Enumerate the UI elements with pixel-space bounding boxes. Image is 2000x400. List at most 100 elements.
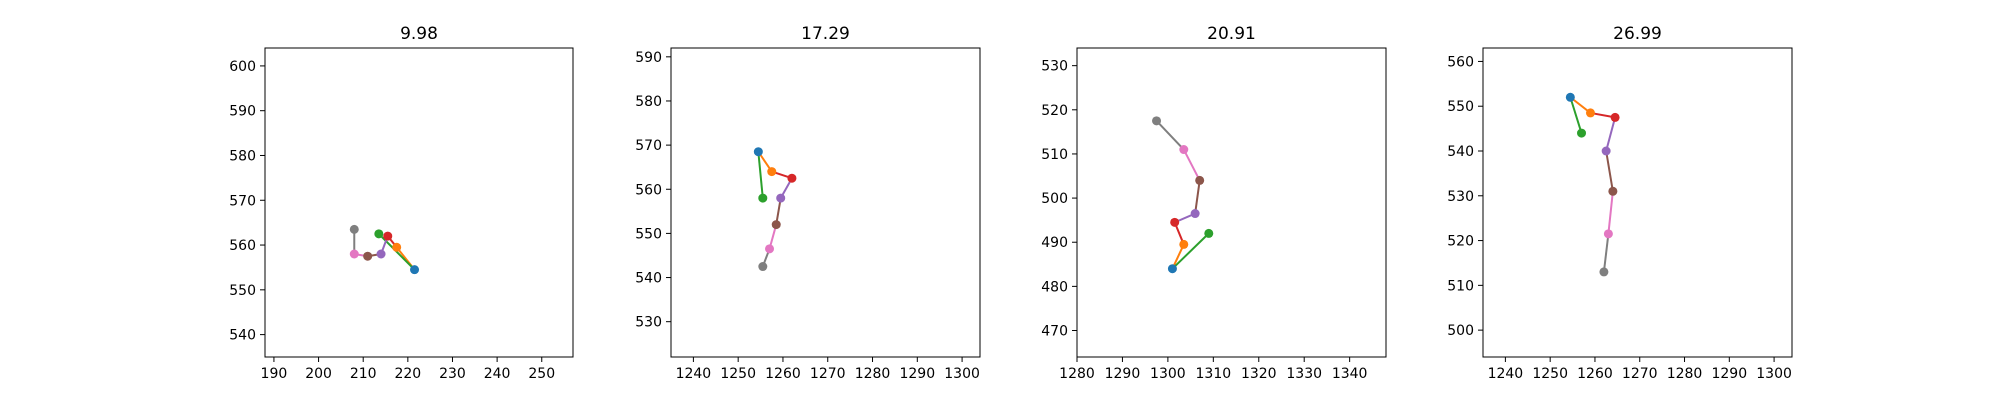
data-point [1577, 128, 1587, 138]
y-tick-label: 520 [1041, 103, 1068, 119]
data-point [363, 251, 373, 261]
y-tick-label: 580 [635, 94, 662, 110]
data-point [758, 193, 768, 203]
x-tick-label: 240 [484, 366, 511, 382]
data-point [349, 224, 359, 234]
x-tick-label: 1280 [1667, 366, 1703, 382]
x-tick-label: 1300 [1756, 366, 1792, 382]
data-point [1585, 108, 1595, 118]
data-point [1195, 175, 1205, 185]
y-tick-label: 550 [635, 226, 662, 242]
y-tick-label: 600 [229, 59, 256, 75]
y-tick-label: 560 [229, 238, 256, 254]
x-tick-label: 1330 [1286, 366, 1322, 382]
y-tick-label: 500 [1041, 191, 1068, 207]
y-tick-label: 570 [635, 138, 662, 154]
x-tick-label: 1250 [1532, 366, 1568, 382]
data-point [376, 249, 386, 259]
y-tick-label: 520 [1447, 234, 1474, 250]
y-tick-label: 530 [1447, 189, 1474, 205]
y-tick-label: 490 [1041, 235, 1068, 251]
data-point [1190, 209, 1200, 219]
data-point [767, 167, 777, 177]
data-point [1603, 229, 1613, 239]
x-tick-label: 1290 [899, 366, 935, 382]
y-tick-label: 540 [635, 271, 662, 287]
data-point [776, 193, 786, 203]
y-tick-label: 480 [1041, 279, 1068, 295]
chart-title: 9.98 [400, 24, 438, 44]
x-tick-label: 220 [394, 366, 421, 382]
skeleton-edge [1155, 120, 1185, 151]
skeleton-edge [1605, 150, 1614, 192]
y-tick-label: 550 [1447, 99, 1474, 115]
x-tick-label: 190 [261, 366, 288, 382]
chart-panel-3: 20.91 1280 1290 1300 1310 1320 1330 1340 470 480 4… [1041, 24, 1387, 382]
x-tick-label: 1240 [676, 366, 712, 382]
data-point [383, 231, 393, 241]
data-point [1601, 146, 1611, 156]
x-tick-label: 1270 [1622, 366, 1658, 382]
y-tick-label: 510 [1041, 147, 1068, 163]
data-point [1204, 228, 1214, 238]
x-tick-label: 1320 [1241, 366, 1277, 382]
data-point [392, 242, 402, 252]
data-point [1565, 92, 1575, 102]
y-tick-label: 540 [229, 328, 256, 344]
data-point [1599, 267, 1609, 277]
x-tick-label: 200 [305, 366, 332, 382]
data-point [349, 249, 359, 259]
skeleton-edge [1602, 233, 1610, 273]
x-tick-label: 210 [350, 366, 377, 382]
skeleton-edge [1182, 149, 1201, 181]
x-tick-label: 1300 [1150, 366, 1186, 382]
chart-panel-1: 9.98 190 200 210 220 230 240 250 540 550 560 570 580… [229, 24, 574, 382]
data-point [1170, 217, 1180, 227]
chart-title: 20.91 [1207, 24, 1256, 44]
skeleton-edge [1605, 117, 1617, 152]
data-point [787, 173, 797, 183]
data-point [1179, 145, 1189, 155]
x-tick-label: 1260 [1577, 366, 1613, 382]
x-tick-label: 230 [439, 366, 466, 382]
data-point [1152, 116, 1162, 126]
x-tick-label: 1300 [944, 366, 980, 382]
x-tick-label: 1250 [720, 366, 756, 382]
axes-frame [264, 47, 574, 358]
x-tick-label: 250 [528, 366, 555, 382]
chart-title: 26.99 [1613, 24, 1662, 44]
data-point [758, 262, 768, 272]
y-tick-label: 590 [635, 50, 662, 66]
y-tick-label: 500 [1447, 323, 1474, 339]
skeleton-edge [1569, 96, 1583, 134]
chart-panel-2: 17.29 1240 1250 1260 1270 1280 1290 1300 530 540 5… [635, 24, 981, 382]
data-point [1610, 112, 1620, 122]
x-tick-label: 1310 [1196, 366, 1232, 382]
data-point [1608, 186, 1618, 196]
y-tick-label: 570 [229, 193, 256, 209]
y-tick-label: 560 [635, 182, 662, 198]
x-tick-label: 1240 [1488, 366, 1524, 382]
data-point [410, 265, 420, 275]
y-tick-label: 510 [1447, 278, 1474, 294]
data-point [1167, 264, 1177, 274]
y-tick-label: 470 [1041, 324, 1068, 340]
skeleton-edge [1194, 180, 1201, 214]
data-point [765, 244, 775, 254]
x-tick-label: 1270 [810, 366, 846, 382]
skeleton-edge [757, 151, 764, 199]
data-point [753, 147, 763, 157]
x-tick-label: 1290 [1105, 366, 1141, 382]
y-tick-label: 560 [1447, 54, 1474, 70]
chart-panel-4: 26.99 1240 1250 1260 1270 1280 1290 1300 500 510 5… [1447, 24, 1793, 382]
axes-frame [1482, 47, 1793, 358]
y-tick-label: 540 [1447, 144, 1474, 160]
skeleton-edge [1607, 191, 1614, 234]
data-point [374, 229, 384, 239]
x-tick-label: 1260 [765, 366, 801, 382]
skeleton-edge [1171, 232, 1210, 270]
axes-frame [670, 47, 981, 358]
axes-frame [1076, 47, 1387, 358]
chart-title: 17.29 [801, 24, 850, 44]
